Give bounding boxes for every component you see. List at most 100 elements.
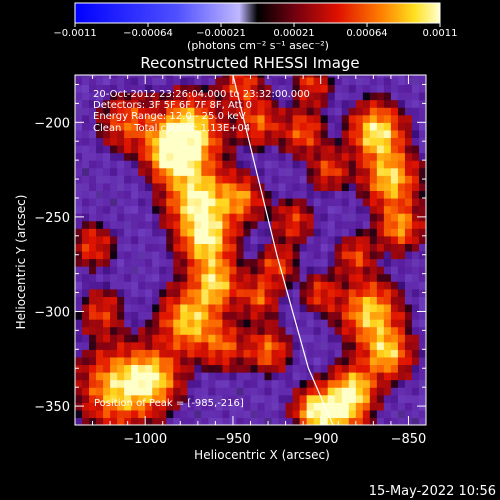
heatmap-cell — [313, 379, 322, 388]
heatmap-cell — [418, 122, 426, 131]
heatmap-cell — [75, 129, 83, 139]
heatmap-cell — [299, 243, 308, 252]
heatmap-cell — [180, 258, 188, 267]
heatmap-cell — [103, 129, 111, 139]
info-line-energy: Energy Range: 12.0 - 25.0 keV — [93, 111, 246, 122]
heatmap-cell — [103, 114, 111, 123]
heatmap-cell — [313, 266, 322, 275]
heatmap-cell — [376, 387, 385, 396]
heatmap-cell — [124, 213, 132, 222]
heatmap-cell — [110, 152, 118, 161]
heatmap-cell — [110, 235, 118, 244]
heatmap-cell — [236, 213, 245, 222]
heatmap-cell — [215, 364, 224, 373]
heatmap-cell — [250, 190, 259, 199]
heatmap-cell — [103, 107, 111, 116]
heatmap-cell — [152, 356, 160, 366]
heatmap-cell — [341, 205, 350, 214]
heatmap-cell — [236, 364, 245, 373]
heatmap-cell — [110, 402, 118, 411]
heatmap-cell — [334, 303, 343, 313]
heatmap-cell — [313, 205, 322, 214]
heatmap-cell — [166, 394, 174, 403]
heatmap-cell — [229, 213, 238, 222]
heatmap-cell — [271, 266, 280, 275]
heatmap-cell — [327, 288, 336, 297]
heatmap-cell — [187, 228, 195, 237]
heatmap-cell — [299, 334, 308, 343]
heatmap-cell — [264, 129, 273, 139]
heatmap-cell — [194, 137, 202, 146]
heatmap-cell — [159, 281, 167, 290]
heatmap-cell — [138, 137, 146, 146]
heatmap-cell — [264, 167, 273, 176]
heatmap-cell — [376, 266, 385, 275]
heatmap-cell — [313, 243, 322, 252]
heatmap-cell — [397, 145, 406, 154]
heatmap-cell — [89, 137, 97, 146]
heatmap-cell — [243, 235, 252, 244]
heatmap-cell — [117, 409, 125, 419]
heatmap-cell — [285, 220, 294, 229]
heatmap-cell — [292, 122, 301, 131]
heatmap-cell — [334, 220, 343, 229]
heatmap-cell — [327, 182, 336, 192]
heatmap-cell — [348, 243, 357, 252]
heatmap-cell — [124, 228, 132, 237]
heatmap-cell — [341, 356, 350, 366]
heatmap-cell — [292, 114, 301, 123]
heatmap-cell — [166, 122, 174, 131]
heatmap-cell — [369, 182, 378, 192]
heatmap-cell — [313, 220, 322, 229]
heatmap-cell — [194, 341, 202, 350]
heatmap-cell — [397, 137, 406, 146]
heatmap-cell — [173, 417, 181, 425]
heatmap-cell — [271, 235, 280, 244]
heatmap-cell — [418, 273, 426, 282]
heatmap-cell — [194, 76, 202, 86]
heatmap-cell — [145, 258, 153, 267]
heatmap-cell — [215, 167, 224, 176]
heatmap-cell — [187, 160, 195, 169]
heatmap-cell — [369, 409, 378, 419]
heatmap-cell — [334, 235, 343, 244]
heatmap-cell — [117, 75, 125, 78]
heatmap-cell — [229, 349, 238, 358]
heatmap-cell — [110, 190, 118, 199]
heatmap-cell — [229, 258, 238, 267]
heatmap-cell — [334, 288, 343, 297]
heatmap-cell — [341, 303, 350, 313]
heatmap-cell — [159, 387, 167, 396]
heatmap-cell — [264, 250, 273, 260]
heatmap-cell — [89, 250, 97, 260]
heatmap-cell — [299, 266, 308, 275]
heatmap-cell — [348, 258, 357, 267]
heatmap-cell — [110, 349, 118, 358]
heatmap-cell — [138, 334, 146, 343]
heatmap-cell — [145, 379, 153, 388]
heatmap-cell — [264, 319, 273, 328]
heatmap-cell — [215, 243, 224, 252]
heatmap-cell — [327, 137, 336, 146]
heatmap-cell — [173, 349, 181, 358]
heatmap-cell — [271, 303, 280, 313]
heatmap-cell — [348, 114, 357, 123]
heatmap-cell — [285, 288, 294, 297]
heatmap-cell — [264, 409, 273, 419]
heatmap-cell — [313, 296, 322, 305]
heatmap-cell — [292, 205, 301, 214]
heatmap-cell — [383, 160, 392, 169]
heatmap-cell — [306, 417, 315, 425]
heatmap-cell — [138, 394, 146, 403]
heatmap-cell — [397, 243, 406, 252]
heatmap-cell — [271, 311, 280, 320]
heatmap-cell — [110, 213, 118, 222]
heatmap-cell — [404, 334, 413, 343]
heatmap-cell — [390, 319, 399, 328]
heatmap-cell — [215, 266, 224, 275]
heatmap-cell — [173, 266, 181, 275]
heatmap-cell — [159, 349, 167, 358]
heatmap-cell — [257, 409, 266, 419]
heatmap-cell — [369, 235, 378, 244]
heatmap-cell — [208, 258, 216, 267]
